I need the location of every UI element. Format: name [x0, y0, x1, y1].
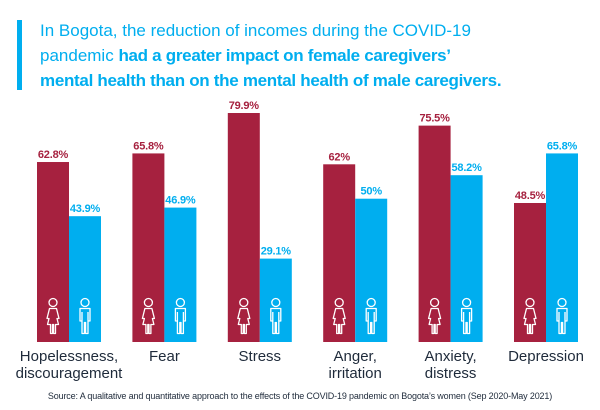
- category-labels-layer: Hopelessness,discouragement Fear Stress Ang…: [16, 348, 584, 382]
- female-value-label-4: 62%: [328, 151, 350, 163]
- male-bar-1: [69, 216, 101, 342]
- category-label-5-line-2: distress: [425, 365, 477, 382]
- female-bar-5: [418, 125, 451, 342]
- female-bar-4: [323, 164, 356, 342]
- icon-head: [48, 297, 58, 308]
- icons-layer: [46, 297, 568, 335]
- category-label-4-line-2: irritation: [329, 365, 382, 382]
- bars-layer: [37, 113, 578, 343]
- male-person-icon: [79, 297, 91, 335]
- category-label-2-line-1: Fear: [149, 348, 180, 365]
- female-person-icon: [141, 297, 156, 335]
- icon-head: [143, 297, 154, 308]
- male-person-icon: [174, 297, 187, 335]
- male-value-label-6: 65.8%: [547, 140, 578, 152]
- female-bar-3: [227, 113, 260, 343]
- female-value-label-3: 79.9%: [229, 100, 260, 112]
- category-label-1-line-1: Hopelessness,: [20, 348, 118, 365]
- icon-head: [366, 297, 376, 308]
- male-bar-5: [450, 175, 483, 342]
- female-person-icon: [427, 297, 442, 335]
- icon-head: [175, 297, 186, 308]
- icon-head: [525, 297, 535, 308]
- icon-head: [429, 297, 440, 308]
- icon-body: [79, 307, 91, 335]
- title-line-1: In Bogota, the reduction of incomes duri…: [40, 18, 600, 43]
- male-bar-2: [164, 207, 197, 342]
- female-value-label-2: 65.8%: [133, 140, 164, 152]
- female-bar-1: [37, 162, 69, 342]
- male-value-label-2: 46.9%: [165, 195, 196, 207]
- female-value-label-1: 62.8%: [38, 149, 69, 161]
- source-note: Source: A qualitative and quantitative a…: [48, 391, 552, 401]
- male-person-icon: [365, 297, 377, 335]
- title-line-2-regular: pandemic: [40, 46, 119, 65]
- title-line-1-regular: In Bogota, the reduction of incomes duri…: [40, 21, 471, 40]
- female-person-icon: [523, 297, 537, 335]
- icon-head: [461, 297, 472, 308]
- icon-body: [270, 307, 282, 335]
- value-labels-layer: 62.8% 43.9% 65.8% 46.9% 79.9% 29.1% 62% 50% 75.5…: [38, 100, 578, 258]
- title-line-2-bold: had a greater impact on female caregiver…: [118, 46, 451, 65]
- icon-body: [365, 307, 377, 335]
- icon-body: [332, 307, 346, 335]
- category-label-3-line-1: Stress: [239, 348, 282, 365]
- icon-body: [174, 307, 187, 335]
- icon-body: [46, 307, 60, 335]
- icon-head: [271, 297, 281, 308]
- title-line-2: pandemic had a greater impact on female …: [40, 43, 600, 68]
- female-bar-6: [514, 202, 546, 342]
- male-bar-4: [355, 198, 388, 342]
- category-label-5-line-1: Anxiety,: [424, 348, 476, 365]
- female-person-icon: [237, 297, 251, 335]
- male-value-label-5: 58.2%: [451, 162, 482, 174]
- title-line-3-bold: mental health than on the mental health …: [40, 71, 502, 90]
- male-value-label-3: 29.1%: [261, 246, 292, 258]
- male-person-icon: [270, 297, 282, 335]
- icon-body: [141, 307, 156, 335]
- category-label-6-line-1: Depression: [508, 348, 584, 365]
- category-label-4-line-1: Anger,: [334, 348, 377, 365]
- icon-body: [460, 307, 473, 335]
- icon-body: [237, 307, 251, 335]
- title-line-3: mental health than on the mental health …: [40, 68, 600, 93]
- female-bar-2: [132, 153, 165, 342]
- icon-head: [557, 297, 567, 308]
- icon-head: [80, 297, 90, 308]
- male-bar-6: [546, 153, 578, 342]
- category-label-1-line-2: discouragement: [16, 365, 124, 382]
- icon-head: [334, 297, 344, 308]
- female-person-icon: [332, 297, 346, 335]
- male-person-icon: [460, 297, 473, 335]
- male-value-label-1: 43.9%: [70, 203, 101, 215]
- icon-body: [556, 307, 568, 335]
- icon-body: [427, 307, 442, 335]
- female-value-label-6: 48.5%: [515, 190, 546, 202]
- icon-head: [239, 297, 249, 308]
- male-person-icon: [556, 297, 568, 335]
- chart-title: In Bogota, the reduction of incomes duri…: [40, 18, 600, 93]
- icon-body: [523, 307, 537, 335]
- female-person-icon: [46, 297, 60, 335]
- female-value-label-5: 75.5%: [419, 113, 450, 125]
- male-value-label-4: 50%: [360, 186, 382, 198]
- title-accent-bar: [17, 20, 22, 90]
